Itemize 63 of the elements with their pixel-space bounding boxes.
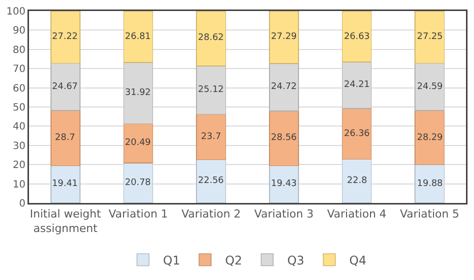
- data-label: 20.78: [125, 178, 152, 188]
- x-tick-label: Variation 5: [400, 208, 460, 221]
- bar: [196, 11, 226, 66]
- data-label: 19.41: [52, 179, 78, 189]
- data-label: 28.7: [55, 133, 76, 143]
- bar: [50, 11, 80, 64]
- bar: [123, 123, 154, 164]
- data-label: 20.49: [125, 138, 152, 148]
- data-label: 19.88: [417, 179, 444, 189]
- y-tick-label: 50: [12, 102, 26, 114]
- data-label: 31.92: [125, 88, 151, 98]
- y-tick-label: 60: [12, 83, 26, 94]
- data-label: 27.29: [271, 32, 298, 42]
- y-tick-label: 20: [12, 160, 26, 172]
- bar: [414, 11, 445, 64]
- bar: [50, 165, 80, 203]
- data-label: 27.22: [52, 32, 78, 42]
- legend-label: Q3: [287, 253, 304, 268]
- data-label: 24.67: [52, 82, 78, 92]
- x-tick-label: Variation 4: [327, 208, 386, 221]
- y-tick-label: 80: [12, 44, 26, 56]
- y-tick-label: 30: [12, 140, 26, 152]
- data-label: 19.43: [271, 179, 297, 189]
- data-label: 28.62: [198, 33, 224, 43]
- legend-label: Q1: [163, 253, 180, 268]
- bar: [342, 11, 372, 63]
- data-label: 22.56: [198, 176, 224, 186]
- data-label: 28.29: [417, 133, 444, 143]
- y-tick-label: 100: [6, 6, 26, 18]
- bar: [268, 165, 299, 203]
- x-tick-label: Variation 3: [254, 208, 314, 221]
- data-label: 24.21: [344, 80, 370, 90]
- data-label: 24.59: [417, 82, 444, 92]
- bar: [196, 114, 226, 160]
- y-tick-label: 70: [12, 64, 26, 76]
- data-label: 22.8: [347, 176, 368, 186]
- bar: [196, 159, 226, 203]
- bar: [123, 162, 154, 203]
- data-label: 23.7: [201, 132, 222, 142]
- bar: [50, 110, 80, 166]
- bar: [342, 158, 372, 203]
- data-label: 26.36: [344, 129, 370, 139]
- x-tick-label: Initial weight assignment: [30, 208, 102, 235]
- data-label: 24.72: [271, 82, 297, 92]
- bar: [123, 11, 154, 63]
- x-tick-label: Variation 2: [181, 208, 241, 221]
- x-tick-label: Variation 1: [108, 208, 168, 221]
- y-tick-label: 0: [19, 198, 26, 210]
- bar: [342, 108, 372, 160]
- y-tick-label: 40: [12, 122, 26, 133]
- y-tick-label: 90: [12, 26, 26, 37]
- bar: [414, 110, 445, 166]
- legend-label: Q2: [225, 253, 242, 268]
- data-label: 26.81: [125, 32, 151, 42]
- legend-label: Q4: [349, 253, 366, 268]
- bar: [414, 164, 445, 203]
- data-label: 28.56: [271, 133, 298, 143]
- data-label: 26.63: [344, 32, 370, 42]
- y-tick-label: 10: [12, 179, 26, 190]
- data-label: 25.12: [198, 85, 224, 95]
- data-label: 27.25: [417, 32, 443, 42]
- bar: [268, 110, 299, 166]
- bar: [268, 11, 299, 64]
